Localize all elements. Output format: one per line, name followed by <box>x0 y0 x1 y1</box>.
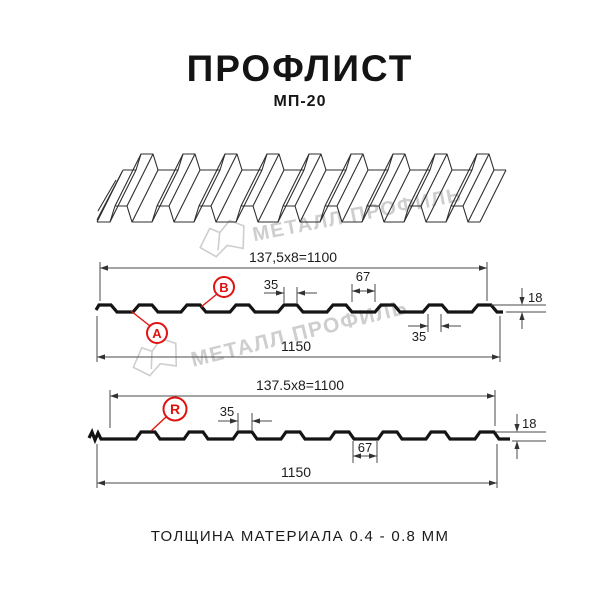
watermark-brand-text: МЕТАЛЛ ПРОФИЛЬ <box>251 184 464 246</box>
dim-valley-label: 67 <box>358 440 372 455</box>
profile-outline <box>87 428 510 445</box>
sheet-3d-view <box>96 153 507 223</box>
dim-pitch-label: 137.5x8=1100 <box>256 377 344 393</box>
profile-outline <box>94 303 503 314</box>
cross-section-bottom: 137.5x8=1100 35 67 18 1150 R <box>87 377 546 488</box>
brand-logo-icon <box>132 337 178 377</box>
dimension-lines <box>96 262 546 362</box>
dim-total-width-label: 1150 <box>281 464 311 480</box>
dim-valley-label: 67 <box>356 269 370 284</box>
callout-a-label: A <box>152 326 162 341</box>
dim-rib-top-label: 35 <box>264 277 278 292</box>
dim-rib-top-label: 35 <box>220 404 234 419</box>
page-title: ПРОФЛИСТ <box>186 48 414 89</box>
dim-pitch-label: 137,5x8=1100 <box>249 249 337 265</box>
callout-a: A <box>130 310 168 344</box>
callout-r: R <box>150 396 188 432</box>
dimension-lines <box>96 390 546 488</box>
dimension-arrows <box>97 265 525 360</box>
sheet-back-edge <box>123 153 506 171</box>
sheet-cut-edge-hatch <box>96 171 123 221</box>
brand-logo-icon <box>199 219 245 258</box>
cross-section-top: 137,5x8=1100 35 67 18 35 1150 A B <box>94 249 546 362</box>
profile-model-subtitle: МП-20 <box>273 93 327 110</box>
dim-height-label: 18 <box>528 290 542 305</box>
callout-b-label: B <box>219 280 228 295</box>
callout-b: B <box>200 276 235 308</box>
dim-height-label: 18 <box>522 416 536 431</box>
callout-r-label: R <box>170 401 180 417</box>
dim-rib-bottom-label: 35 <box>412 329 426 344</box>
dim-total-width-label: 1150 <box>281 338 311 354</box>
material-thickness-note: ТОЛЩИНА МАТЕРИАЛА 0.4 - 0.8 ММ <box>150 528 450 545</box>
sheet-front-edge <box>97 205 480 223</box>
dimension-arrows <box>97 393 520 486</box>
watermark-middle: МЕТАЛЛ ПРОФИЛЬ <box>132 296 410 377</box>
